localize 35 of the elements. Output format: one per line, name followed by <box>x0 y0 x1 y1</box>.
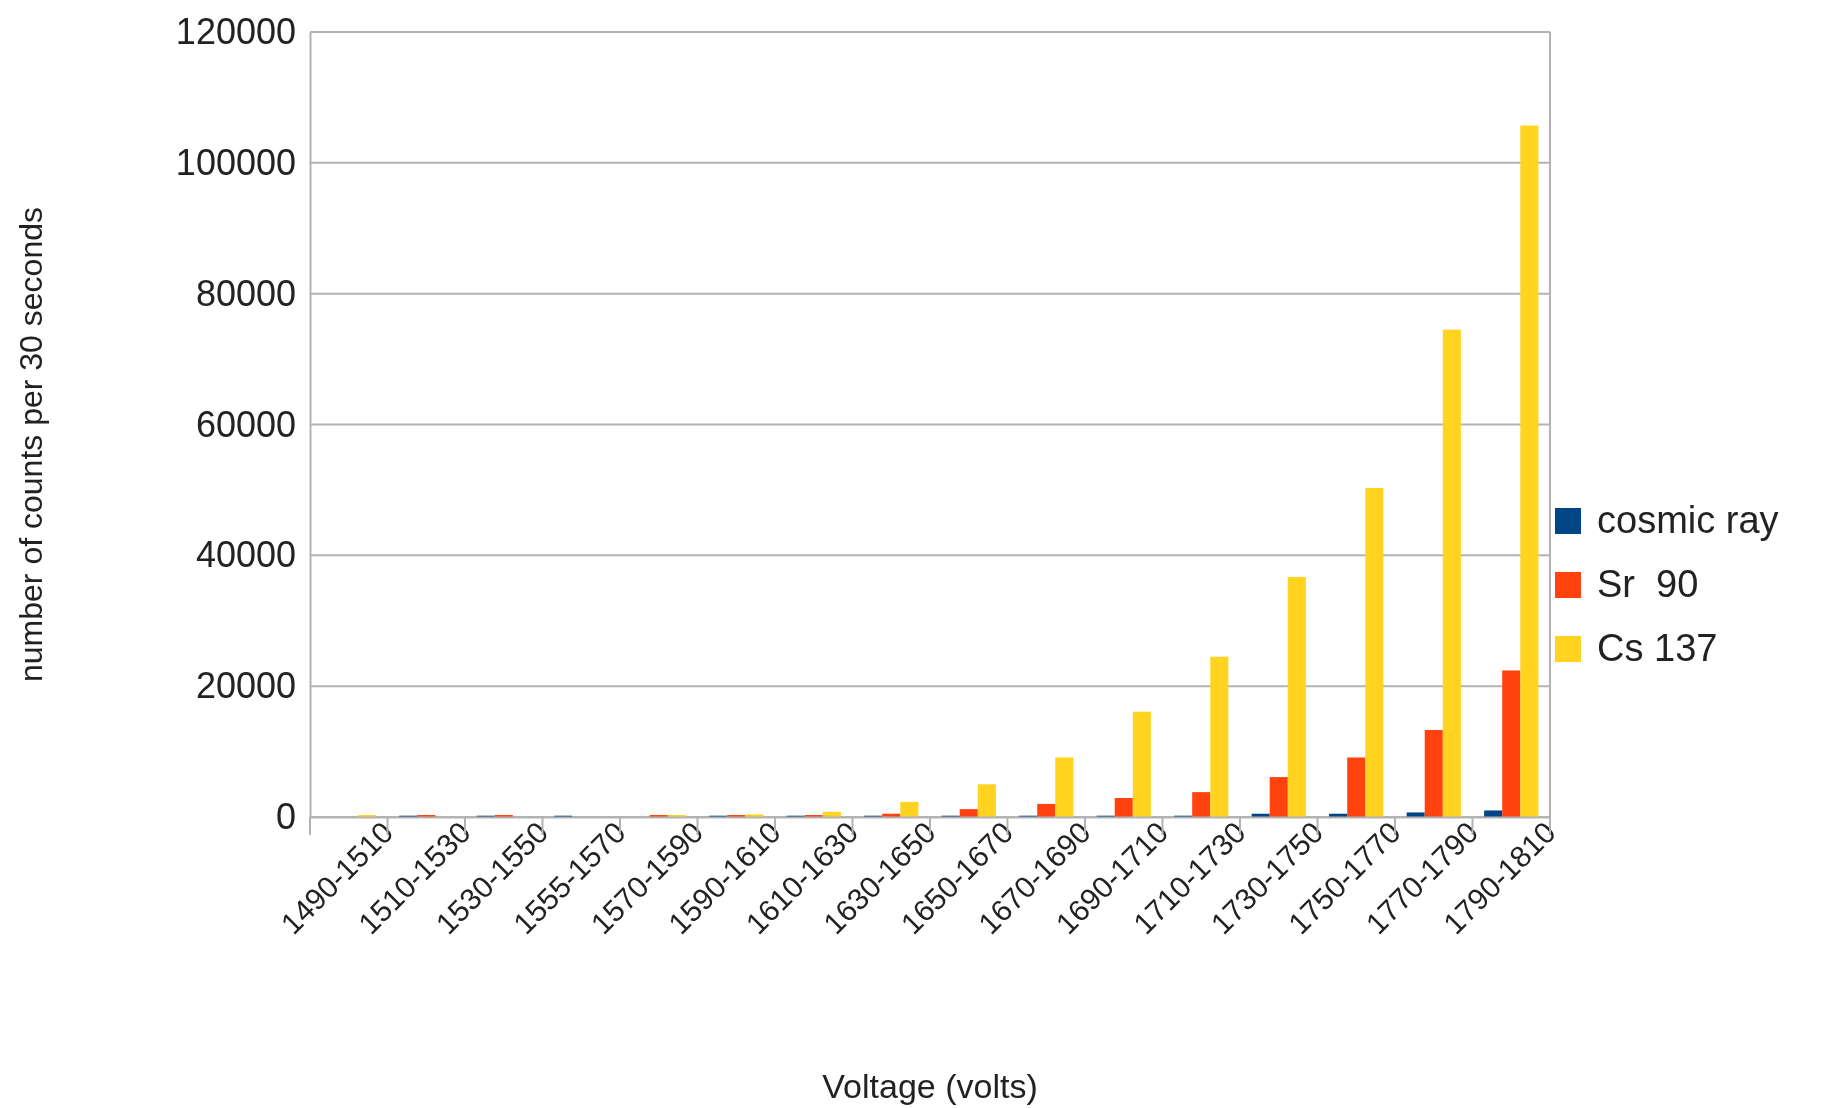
bar <box>1287 576 1306 817</box>
bar <box>1210 656 1229 817</box>
y-tick-label: 120000 <box>175 11 296 53</box>
bar <box>1192 792 1211 817</box>
bar <box>1037 803 1056 817</box>
bar <box>1329 813 1348 817</box>
bar <box>1502 670 1521 817</box>
bar <box>977 784 996 817</box>
bar <box>822 811 841 817</box>
bar <box>1424 730 1443 817</box>
y-axis-title: number of counts per 30 seconds <box>13 207 49 682</box>
y-tick-label: 80000 <box>195 272 296 314</box>
bar <box>1484 810 1503 817</box>
bar <box>1347 757 1366 817</box>
bar <box>1251 813 1270 817</box>
bar <box>1520 125 1539 817</box>
y-tick-label: 40000 <box>195 534 296 576</box>
bar <box>882 813 901 817</box>
y-tick-label: 100000 <box>175 141 296 183</box>
bar <box>1406 812 1425 817</box>
bar <box>1132 711 1151 817</box>
y-tick-label: 20000 <box>195 665 296 707</box>
bar <box>1442 329 1461 817</box>
bar <box>1365 487 1384 817</box>
bar <box>900 801 919 817</box>
bar <box>1269 777 1288 817</box>
bar <box>1114 798 1133 817</box>
bar <box>959 809 978 817</box>
bar <box>1055 757 1074 817</box>
bar <box>745 814 764 817</box>
legend-label: Sr 90 <box>1597 563 1699 605</box>
x-axis-title: Voltage (volts) <box>822 1067 1038 1105</box>
legend-label: cosmic ray <box>1597 499 1779 541</box>
y-tick-label: 60000 <box>195 403 296 445</box>
legend-label: Cs 137 <box>1597 627 1718 669</box>
